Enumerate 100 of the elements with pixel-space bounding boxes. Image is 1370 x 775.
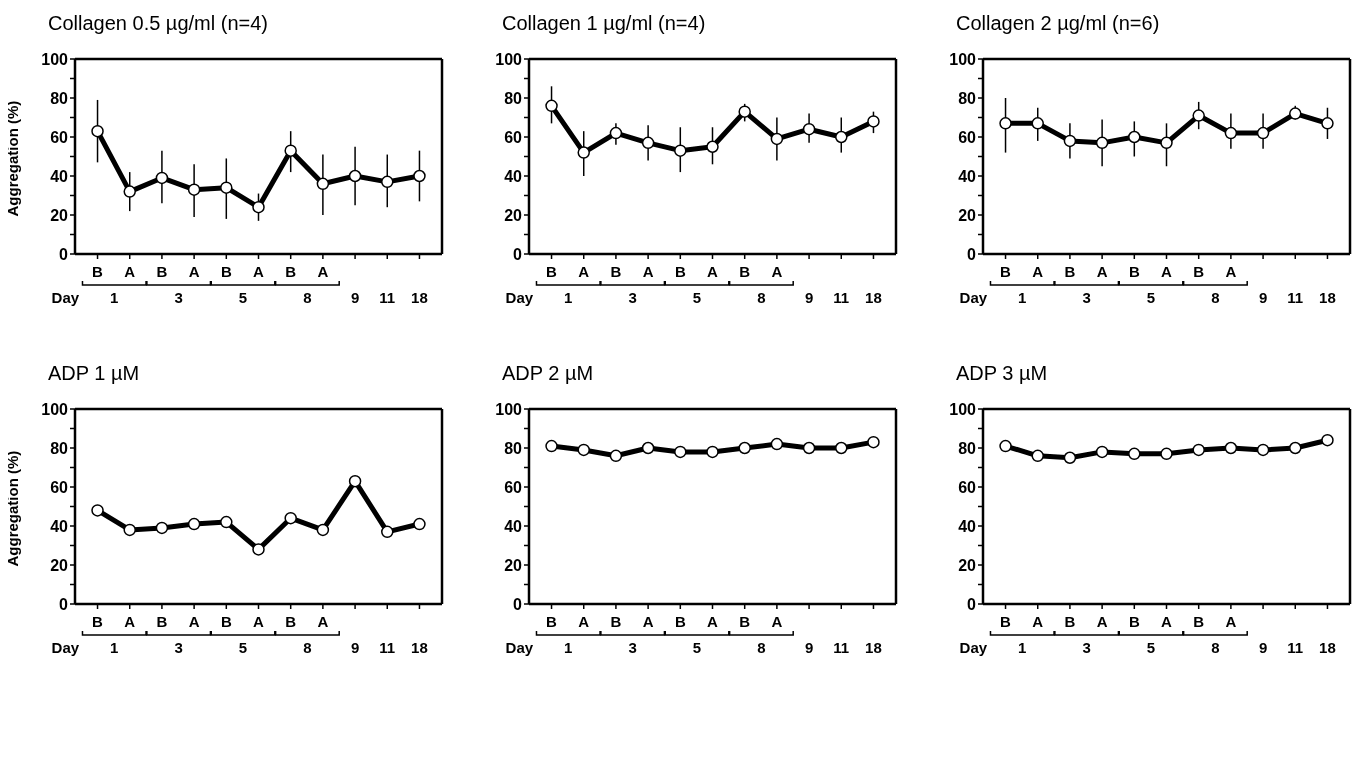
x-tick-label: A xyxy=(578,263,590,280)
x-tick-label: 9 xyxy=(350,639,360,656)
x-tick-label: A xyxy=(1225,613,1237,630)
x-tick-label: A xyxy=(317,263,329,280)
x-tick-label: B xyxy=(739,263,751,280)
y-tick-label: 40 xyxy=(50,167,69,185)
text: 8 xyxy=(1211,639,1220,656)
text: 3 xyxy=(174,639,183,656)
x-tick-label: B xyxy=(610,263,622,280)
x-tick-label: B xyxy=(285,263,297,280)
x-tick-label: B xyxy=(610,613,622,630)
x-tick-label: B xyxy=(674,613,686,630)
text: 5 xyxy=(692,639,702,656)
text: 1 xyxy=(1018,639,1027,656)
x-tick-label: 9 xyxy=(350,289,360,306)
x-tick-label: B xyxy=(92,263,104,280)
x-tick-label: 18 xyxy=(411,639,428,656)
text: 1 xyxy=(564,289,573,306)
text: Day xyxy=(51,639,80,656)
text: 1 xyxy=(110,289,119,306)
x-tick-label: 9 xyxy=(804,639,814,656)
y-tick-label: 100 xyxy=(41,50,69,68)
x-tick-label: 11 xyxy=(833,639,850,656)
text: 1 xyxy=(110,639,119,656)
text: 3 xyxy=(1082,289,1091,306)
x-tick-label: A xyxy=(771,613,783,630)
y-tick-label: 100 xyxy=(41,400,69,418)
chart-title: ADP 3 µM xyxy=(955,361,1049,386)
x-tick-label: 9 xyxy=(1258,639,1268,656)
x-tick-label: B xyxy=(1193,263,1205,280)
x-tick-label: A xyxy=(1096,613,1108,630)
x-tick-label: A xyxy=(771,263,783,280)
x-tick-label: A xyxy=(1032,613,1044,630)
y-tick-label: 40 xyxy=(958,167,977,185)
x-tick-label: A xyxy=(188,613,200,630)
y-tick-label: 20 xyxy=(50,206,69,224)
y-tick-label: 40 xyxy=(504,167,523,185)
text: Day xyxy=(505,639,534,656)
y-tick-label: 100 xyxy=(495,50,523,68)
y-tick-label: 60 xyxy=(504,478,523,496)
y-tick-label: 80 xyxy=(958,89,977,107)
text: 5 xyxy=(238,639,248,656)
text: 8 xyxy=(757,289,766,306)
y-tick-label: 80 xyxy=(958,439,977,457)
y-tick-label: 80 xyxy=(504,439,523,457)
x-tick-label: 18 xyxy=(1319,289,1336,306)
x-tick-label: B xyxy=(674,263,686,280)
x-tick-label: B xyxy=(285,613,297,630)
y-tick-label: 0 xyxy=(59,595,69,613)
x-tick-label: B xyxy=(546,263,558,280)
text: 5 xyxy=(238,289,248,306)
x-tick-label: B xyxy=(220,263,232,280)
text: 8 xyxy=(1211,289,1220,306)
x-tick-label: B xyxy=(220,613,232,630)
x-tick-label: B xyxy=(156,613,168,630)
text: 3 xyxy=(628,289,637,306)
y-tick-label: 20 xyxy=(958,206,977,224)
y-tick-label: 0 xyxy=(513,595,523,613)
x-tick-label: B xyxy=(1193,613,1205,630)
y-tick-label: 60 xyxy=(958,128,977,146)
text: 1 xyxy=(1018,289,1027,306)
y-tick-label: 20 xyxy=(504,206,523,224)
chart-title: Collagen 2 µg/ml (n=6) xyxy=(955,11,1161,36)
text: Day xyxy=(505,289,534,306)
text: 1 xyxy=(564,639,573,656)
x-tick-label: B xyxy=(1128,613,1140,630)
y-tick-label: 0 xyxy=(513,245,523,263)
y-tick-label: 20 xyxy=(958,556,977,574)
x-tick-label: A xyxy=(188,263,200,280)
x-tick-label: 18 xyxy=(411,289,428,306)
y-tick-label: 40 xyxy=(50,517,69,535)
x-tick-label: B xyxy=(92,613,104,630)
x-tick-label: B xyxy=(1000,613,1012,630)
text: Day xyxy=(959,639,988,656)
y-axis-title: Aggregation (%) xyxy=(4,450,22,567)
x-tick-label: B xyxy=(1064,263,1076,280)
text: Day xyxy=(959,289,988,306)
x-tick-label: B xyxy=(1128,263,1140,280)
x-tick-label: A xyxy=(642,263,654,280)
text: 8 xyxy=(303,639,312,656)
y-tick-label: 60 xyxy=(504,128,523,146)
y-tick-label: 60 xyxy=(50,128,69,146)
x-tick-label: A xyxy=(124,263,136,280)
x-tick-label: A xyxy=(1161,263,1173,280)
x-tick-label: A xyxy=(1161,613,1173,630)
x-tick-label: 11 xyxy=(833,289,850,306)
x-tick-label: 9 xyxy=(804,289,814,306)
y-tick-label: 60 xyxy=(50,478,69,496)
text: 5 xyxy=(1146,289,1156,306)
x-tick-label: A xyxy=(578,613,590,630)
y-tick-label: 20 xyxy=(504,556,523,574)
y-tick-label: 40 xyxy=(958,517,977,535)
text: 8 xyxy=(303,289,312,306)
y-tick-label: 100 xyxy=(949,50,977,68)
chart-title: ADP 2 µM xyxy=(501,361,595,386)
y-tick-label: 0 xyxy=(967,595,977,613)
x-tick-label: 11 xyxy=(1287,289,1304,306)
y-tick-label: 60 xyxy=(958,478,977,496)
x-tick-label: 18 xyxy=(1319,639,1336,656)
x-tick-label: 11 xyxy=(379,289,396,306)
